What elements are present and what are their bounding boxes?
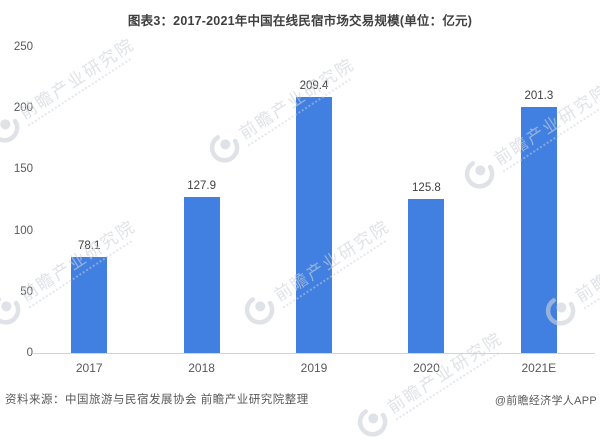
x-tick-2021e: 2021E <box>521 361 557 375</box>
bar-value-label: 209.4 <box>299 79 329 92</box>
bar-2021e <box>520 106 557 353</box>
bar-value-label: 78.1 <box>78 240 101 253</box>
x-tick-2017: 2017 <box>75 361 103 375</box>
y-tick-150: 150 <box>13 163 33 175</box>
bar-group-2020: 125.8 <box>370 182 482 353</box>
source-note: 资料来源：中国旅游与民宿发展协会 前瞻产业研究院整理 <box>5 394 309 406</box>
bar-2017 <box>71 257 108 353</box>
x-tick-2020: 2020 <box>413 361 440 375</box>
x-tick-2019: 2019 <box>300 361 328 375</box>
plot-area: 78.1 127.9 209.4 125.8 201.3 <box>33 47 595 354</box>
y-tick-0: 0 <box>26 347 33 359</box>
bar-value-label: 127.9 <box>187 179 216 192</box>
x-tick-2018: 2018 <box>188 361 215 375</box>
x-axis-labels: 2017 2018 2019 2020 2021E <box>33 361 595 375</box>
y-tick-50: 50 <box>20 286 33 298</box>
bar-2018 <box>183 196 220 353</box>
y-tick-200: 200 <box>13 102 33 114</box>
bar-series: 78.1 127.9 209.4 125.8 201.3 <box>33 47 595 353</box>
bar-group-2021e: 201.3 <box>483 90 595 353</box>
credit-note: @前瞻经济学人APP <box>494 395 597 407</box>
bar-group-2018: 127.9 <box>145 179 257 353</box>
bar-value-label: 125.8 <box>412 182 441 194</box>
qianzhan-logo-icon <box>357 409 388 437</box>
y-tick-250: 250 <box>13 41 33 53</box>
bar-value-label: 201.3 <box>524 89 554 102</box>
y-tick-100: 100 <box>13 225 33 237</box>
bar-2020 <box>408 199 445 353</box>
bar-2019 <box>296 96 333 353</box>
bar-group-2019: 209.4 <box>258 80 370 353</box>
x-axis-line <box>33 353 595 354</box>
chart-title: 图表3：2017-2021年中国在线民宿市场交易规模(单位：亿元) <box>127 14 473 28</box>
bar-group-2017: 78.1 <box>33 240 145 353</box>
